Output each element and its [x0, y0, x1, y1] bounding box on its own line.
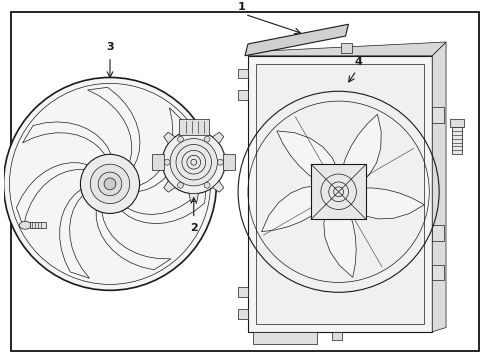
Bar — [432, 265, 444, 280]
Bar — [311, 164, 366, 219]
Bar — [452, 127, 462, 154]
Circle shape — [204, 136, 210, 142]
Polygon shape — [352, 188, 424, 219]
Text: 3: 3 — [106, 42, 114, 52]
Circle shape — [170, 139, 218, 186]
Circle shape — [98, 172, 122, 196]
Polygon shape — [88, 87, 140, 166]
Bar — [248, 56, 432, 332]
Bar — [30, 222, 46, 228]
Bar — [432, 225, 444, 241]
Polygon shape — [225, 157, 233, 167]
Polygon shape — [164, 132, 175, 144]
Circle shape — [218, 159, 223, 165]
Circle shape — [90, 164, 130, 204]
Polygon shape — [122, 183, 207, 224]
Polygon shape — [189, 193, 198, 202]
Polygon shape — [60, 189, 90, 278]
Polygon shape — [23, 122, 111, 155]
Bar — [256, 64, 424, 324]
Polygon shape — [154, 157, 163, 167]
Polygon shape — [139, 108, 184, 192]
Circle shape — [204, 182, 210, 188]
Bar — [450, 119, 464, 127]
Ellipse shape — [19, 221, 31, 229]
Polygon shape — [96, 210, 171, 270]
Polygon shape — [245, 24, 348, 56]
Circle shape — [104, 178, 116, 190]
Polygon shape — [248, 42, 446, 56]
Bar — [332, 332, 342, 339]
Polygon shape — [432, 42, 446, 332]
Circle shape — [3, 77, 217, 290]
Bar — [238, 309, 248, 319]
Text: 2: 2 — [190, 223, 197, 233]
Circle shape — [164, 159, 170, 165]
Polygon shape — [164, 181, 175, 192]
Polygon shape — [16, 163, 88, 227]
Polygon shape — [342, 114, 381, 184]
Polygon shape — [213, 132, 224, 144]
Bar — [238, 287, 248, 297]
Polygon shape — [213, 181, 224, 192]
Bar — [238, 90, 248, 100]
Polygon shape — [262, 186, 323, 232]
Text: 4: 4 — [354, 57, 362, 67]
Circle shape — [177, 182, 183, 188]
Bar — [152, 154, 164, 170]
Bar — [179, 119, 209, 135]
Circle shape — [162, 131, 225, 194]
Bar — [238, 69, 248, 78]
Text: 1: 1 — [238, 3, 246, 12]
Bar — [341, 43, 352, 53]
Bar — [223, 154, 235, 170]
Polygon shape — [277, 131, 338, 182]
Circle shape — [80, 154, 140, 213]
Polygon shape — [324, 210, 356, 277]
Bar — [432, 107, 444, 123]
Polygon shape — [189, 123, 198, 131]
Circle shape — [177, 136, 183, 142]
Polygon shape — [253, 332, 317, 343]
